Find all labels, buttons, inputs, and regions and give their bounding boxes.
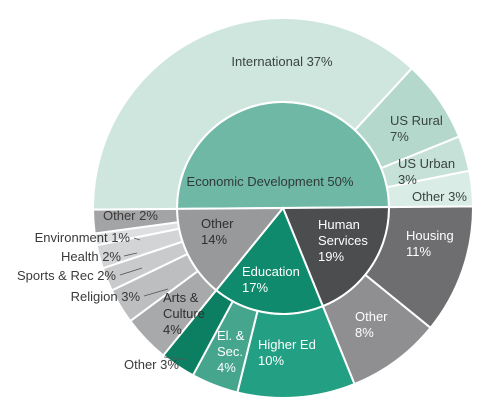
outer-label-sports-rec-2: Sports & Rec 2% (17, 268, 116, 283)
outer-label-other-3-leader-line (163, 356, 187, 361)
outer-label-other-8: Other 8% (355, 309, 388, 340)
outer-label-arts-culture-4: Arts & Culture 4% (163, 290, 205, 337)
inner-label-education-17: Education 17% (242, 264, 300, 295)
outer-label-religion-3-leader-line (143, 288, 169, 297)
outer-slice-international-37 (92, 17, 414, 211)
outer-label-health-2: Health 2% (61, 249, 121, 264)
outer-label-other-3: Other 3% (124, 357, 179, 372)
outer-label-other-3: Other 3% (412, 189, 467, 204)
outer-slice-other-2 (91, 207, 180, 235)
outer-label-other-2: Other 2% (103, 208, 158, 223)
outer-label-international-37: International 37% (231, 54, 333, 69)
outer-label-religion-3: Religion 3% (71, 289, 141, 304)
outer-label-us-rural-7: US Rural 7% (390, 113, 443, 144)
outer-label-environment-1-leader-line (133, 237, 141, 241)
outer-label-environment-1: Environment 1% (35, 230, 131, 245)
inner-label-other-14: Other 14% (201, 216, 234, 247)
inner-label-economic-development-50: Economic Development 50% (187, 174, 354, 189)
outer-label-housing-11: Housing 11% (406, 228, 454, 259)
outer-label-health-2-leader-line (123, 252, 138, 257)
outer-label-us-urban-3: US Urban 3% (398, 156, 455, 187)
outer-label-el-sec-4: El. & Sec. 4% (217, 328, 245, 375)
outer-label-sports-rec-2-leader-line (119, 267, 143, 276)
inner-label-human-services-19: Human Services 19% (318, 217, 368, 264)
outer-label-higher-ed-10: Higher Ed 10% (258, 337, 316, 368)
